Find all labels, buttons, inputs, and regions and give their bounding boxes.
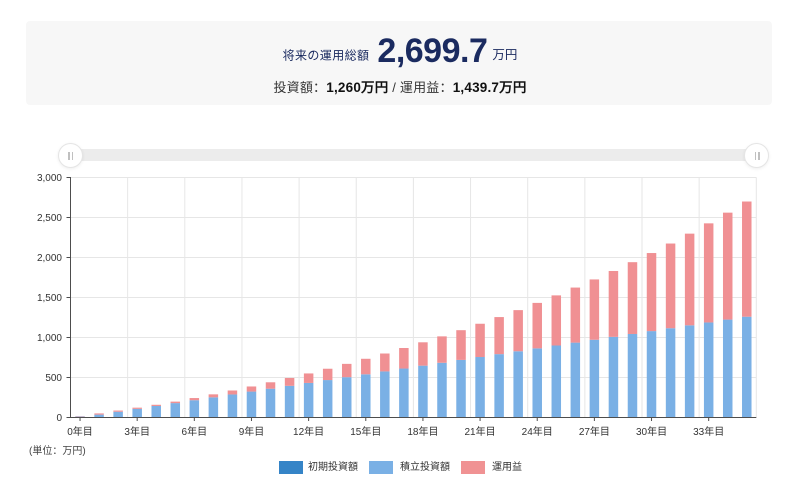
svg-text:0: 0 (56, 413, 62, 424)
svg-text:0年目: 0年目 (67, 425, 93, 438)
svg-text:12年目: 12年目 (293, 425, 324, 438)
svg-text:30年目: 30年目 (636, 425, 667, 438)
svg-text:18年目: 18年目 (407, 425, 438, 438)
svg-text:3年目: 3年目 (124, 425, 150, 438)
svg-text:1,000: 1,000 (37, 333, 62, 344)
svg-text:27年目: 27年目 (579, 425, 610, 438)
svg-text:24年目: 24年目 (522, 425, 553, 438)
svg-text:21年目: 21年目 (465, 425, 496, 438)
svg-text:2,000: 2,000 (37, 253, 62, 264)
svg-text:9年目: 9年目 (239, 425, 265, 438)
svg-text:1,500: 1,500 (37, 293, 62, 304)
svg-text:3,000: 3,000 (37, 173, 62, 184)
svg-text:2,500: 2,500 (37, 213, 62, 224)
svg-text:33年目: 33年目 (693, 425, 724, 438)
svg-text:15年目: 15年目 (350, 425, 381, 438)
svg-text:6年目: 6年目 (182, 425, 208, 438)
svg-text:500: 500 (45, 373, 62, 384)
